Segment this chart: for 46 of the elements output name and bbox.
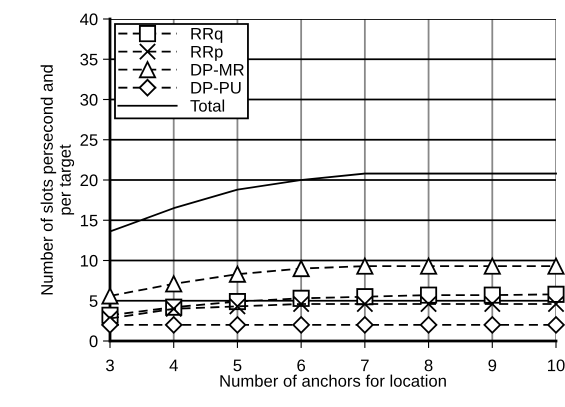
point bbox=[420, 295, 438, 313]
x-tick-label: 5 bbox=[233, 360, 242, 372]
point bbox=[101, 287, 119, 304]
x-tick-label: 10 bbox=[548, 359, 565, 372]
x-tick-label: 4 bbox=[169, 360, 178, 372]
y-tick-label: 30 bbox=[80, 94, 98, 106]
y-tick-label: 25 bbox=[80, 134, 98, 146]
y-tick-label: 40 bbox=[80, 13, 98, 26]
point bbox=[356, 316, 374, 334]
legend-label: DP-MR bbox=[191, 64, 244, 76]
y-tick-label: 10 bbox=[80, 254, 98, 267]
legend-label: Total bbox=[190, 99, 224, 112]
point bbox=[164, 316, 182, 334]
legend-label: RRq bbox=[191, 28, 222, 43]
point bbox=[547, 258, 565, 275]
x-tick-label: 3 bbox=[106, 359, 114, 372]
point bbox=[228, 316, 246, 334]
y-tick-label: 15 bbox=[80, 214, 98, 226]
y-tick-label: 5 bbox=[90, 295, 98, 307]
point bbox=[420, 258, 438, 275]
point bbox=[484, 316, 502, 334]
point bbox=[228, 298, 246, 315]
point bbox=[484, 258, 501, 275]
legend-label: RRp bbox=[191, 46, 223, 61]
y-axis-title: Number of slots persecond and per target bbox=[40, 65, 74, 294]
point bbox=[101, 316, 119, 334]
point bbox=[165, 275, 182, 292]
y-tick-label: 20 bbox=[80, 174, 98, 186]
point bbox=[547, 295, 565, 313]
point bbox=[356, 258, 374, 275]
x-tick-label: 9 bbox=[488, 359, 496, 372]
point bbox=[547, 316, 565, 334]
x-tick-label: 8 bbox=[424, 359, 432, 372]
point bbox=[292, 316, 310, 334]
point bbox=[356, 295, 374, 313]
x-axis-title: Number of anchors for location bbox=[220, 374, 446, 387]
point bbox=[228, 266, 246, 283]
x-tick-label: 7 bbox=[361, 360, 369, 372]
legend-label: DP-PU bbox=[191, 82, 241, 94]
y-tick-label: 0 bbox=[90, 335, 98, 348]
point bbox=[420, 316, 438, 334]
point bbox=[292, 295, 310, 313]
point bbox=[484, 295, 501, 313]
y-tick-label: 35 bbox=[80, 54, 98, 66]
point bbox=[292, 260, 310, 278]
x-tick-label: 6 bbox=[297, 359, 306, 372]
